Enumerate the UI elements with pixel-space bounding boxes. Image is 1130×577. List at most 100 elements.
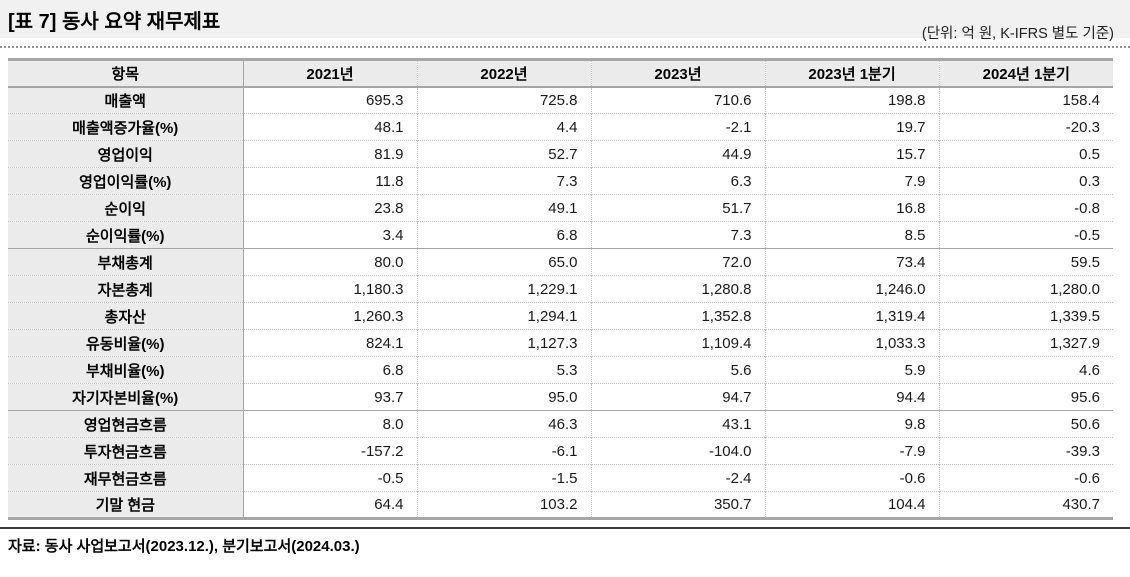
cell-value: -1.5 xyxy=(416,464,591,492)
cell-value: 4.6 xyxy=(938,356,1113,384)
cell-value: 9.8 xyxy=(764,410,939,438)
cell-value: 1,294.1 xyxy=(416,302,591,330)
cell-value: 65.0 xyxy=(416,248,591,276)
cell-value: 11.8 xyxy=(243,167,417,195)
cell-value: 7.9 xyxy=(764,167,939,195)
cell-value: 350.7 xyxy=(590,491,765,519)
cell-value: 5.6 xyxy=(590,356,765,384)
cell-value: -0.6 xyxy=(764,464,939,492)
column-header-2021: 2021년 xyxy=(243,59,417,88)
cell-value: -0.5 xyxy=(938,221,1113,249)
cell-value: 104.4 xyxy=(764,491,939,519)
cell-value: 430.7 xyxy=(938,491,1113,519)
cell-value: 1,352.8 xyxy=(590,302,765,330)
cell-value: -7.9 xyxy=(764,437,939,465)
cell-value: 49.1 xyxy=(416,194,591,222)
table-row: 순이익 23.8 49.1 51.7 16.8 -0.8 xyxy=(8,194,1113,222)
cell-value: 8.0 xyxy=(243,410,417,438)
table-row: 자기자본비율(%) 93.7 95.0 94.7 94.4 95.6 xyxy=(8,383,1113,411)
cell-value: 725.8 xyxy=(416,86,591,114)
table-body: 매출액 695.3 725.8 710.6 198.8 158.4 매출액증가율(%) 48.… xyxy=(8,86,1113,519)
cell-value: 7.3 xyxy=(590,221,765,249)
table-row: 영업현금흐름 8.0 46.3 43.1 9.8 50.6 xyxy=(8,410,1113,438)
cell-value: 16.8 xyxy=(764,194,939,222)
table-row: 매출액증가율(%) 48.1 4.4 -2.1 19.7 -20.3 xyxy=(8,113,1113,141)
table-row: 영업이익 81.9 52.7 44.9 15.7 0.5 xyxy=(8,140,1113,168)
cell-value: 0.5 xyxy=(938,140,1113,168)
cell-value: 3.4 xyxy=(243,221,417,249)
row-label: 자기자본비율(%) xyxy=(8,383,244,411)
cell-value: 103.2 xyxy=(416,491,591,519)
cell-value: 64.4 xyxy=(243,491,417,519)
cell-value: 5.3 xyxy=(416,356,591,384)
cell-value: 51.7 xyxy=(590,194,765,222)
cell-value: 1,033.3 xyxy=(764,329,939,357)
row-label: 영업현금흐름 xyxy=(8,410,244,438)
cell-value: 6.8 xyxy=(243,356,417,384)
table-header: 항목 2021년 2022년 2023년 2023년 1분기 2024년 1분기 xyxy=(8,59,1113,88)
row-label: 매출액증가율(%) xyxy=(8,113,244,141)
cell-value: -6.1 xyxy=(416,437,591,465)
column-header-2022: 2022년 xyxy=(416,59,591,88)
cell-value: 95.0 xyxy=(416,383,591,411)
table-row: 자본총계 1,180.3 1,229.1 1,280.8 1,246.0 1,280.0 xyxy=(8,275,1113,303)
cell-value: 1,280.0 xyxy=(938,275,1113,303)
cell-value: -2.4 xyxy=(590,464,765,492)
cell-value: 46.3 xyxy=(416,410,591,438)
cell-value: -157.2 xyxy=(243,437,417,465)
row-label: 부채총계 xyxy=(8,248,244,276)
cell-value: 1,180.3 xyxy=(243,275,417,303)
table-row: 부채비율(%) 6.8 5.3 5.6 5.9 4.6 xyxy=(8,356,1113,384)
cell-value: 6.8 xyxy=(416,221,591,249)
cell-value: 1,280.8 xyxy=(590,275,765,303)
cell-value: 52.7 xyxy=(416,140,591,168)
cell-value: 81.9 xyxy=(243,140,417,168)
cell-value: 7.3 xyxy=(416,167,591,195)
table-row: 재무현금흐름 -0.5 -1.5 -2.4 -0.6 -0.6 xyxy=(8,464,1113,492)
cell-value: 50.6 xyxy=(938,410,1113,438)
header-row: 항목 2021년 2022년 2023년 2023년 1분기 2024년 1분기 xyxy=(8,59,1113,88)
cell-value: -0.8 xyxy=(938,194,1113,222)
cell-value: 48.1 xyxy=(243,113,417,141)
table-row: 총자산 1,260.3 1,294.1 1,352.8 1,319.4 1,339.5 xyxy=(8,302,1113,330)
table-row: 부채총계 80.0 65.0 72.0 73.4 59.5 xyxy=(8,248,1113,276)
cell-value: 1,339.5 xyxy=(938,302,1113,330)
table-row: 매출액 695.3 725.8 710.6 198.8 158.4 xyxy=(8,86,1113,114)
cell-value: 824.1 xyxy=(243,329,417,357)
cell-value: 695.3 xyxy=(243,86,417,114)
cell-value: 15.7 xyxy=(764,140,939,168)
table-caption-band: [표 7] 동사 요약 재무제표 (단위: 억 원, K-IFRS 별도 기준) xyxy=(0,0,1130,42)
source-note: 자료: 동사 사업보고서(2023.12.), 분기보고서(2024.03.) xyxy=(8,538,360,555)
cell-value: 710.6 xyxy=(590,86,765,114)
column-header-2023-q1: 2023년 1분기 xyxy=(764,59,939,88)
cell-value: 1,127.3 xyxy=(416,329,591,357)
table-title: [표 7] 동사 요약 재무제표 xyxy=(8,10,221,33)
row-label: 투자현금흐름 xyxy=(8,437,244,465)
footer-divider xyxy=(0,527,1130,529)
row-label: 순이익률(%) xyxy=(8,221,244,249)
row-label: 영업이익률(%) xyxy=(8,167,244,195)
row-label: 총자산 xyxy=(8,302,244,330)
cell-value: 43.1 xyxy=(590,410,765,438)
cell-value: 1,260.3 xyxy=(243,302,417,330)
dotted-divider xyxy=(0,46,1130,48)
cell-value: 94.4 xyxy=(764,383,939,411)
cell-value: 8.5 xyxy=(764,221,939,249)
row-label: 자본총계 xyxy=(8,275,244,303)
row-label: 기말 현금 xyxy=(8,491,244,519)
unit-note: (단위: 억 원, K-IFRS 별도 기준) xyxy=(921,26,1114,42)
row-label: 영업이익 xyxy=(8,140,244,168)
financial-table: 항목 2021년 2022년 2023년 2023년 1분기 2024년 1분기… xyxy=(8,58,1113,520)
cell-value: 73.4 xyxy=(764,248,939,276)
table-row: 순이익률(%) 3.4 6.8 7.3 8.5 -0.5 xyxy=(8,221,1113,249)
cell-value: 1,246.0 xyxy=(764,275,939,303)
row-label: 재무현금흐름 xyxy=(8,464,244,492)
table-row: 기말 현금 64.4 103.2 350.7 104.4 430.7 xyxy=(8,491,1113,519)
cell-value: 93.7 xyxy=(243,383,417,411)
cell-value: 44.9 xyxy=(590,140,765,168)
column-header-2024-q1: 2024년 1분기 xyxy=(938,59,1113,88)
table-row: 투자현금흐름 -157.2 -6.1 -104.0 -7.9 -39.3 xyxy=(8,437,1113,465)
cell-value: 72.0 xyxy=(590,248,765,276)
cell-value: 158.4 xyxy=(938,86,1113,114)
cell-value: 5.9 xyxy=(764,356,939,384)
